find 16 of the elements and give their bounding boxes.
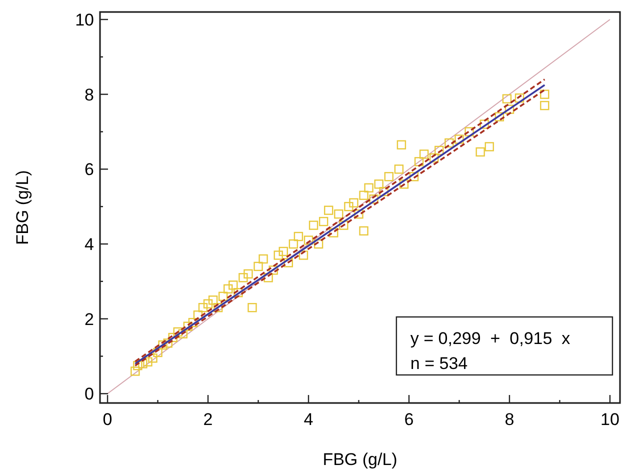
y-tick-label: 2 bbox=[84, 310, 94, 329]
y-tick-label: 0 bbox=[84, 384, 94, 404]
x-tick-label: 8 bbox=[504, 410, 514, 429]
y-tick-label: 8 bbox=[84, 85, 94, 104]
y-tick-label: 4 bbox=[84, 234, 94, 254]
y-tick-label: 10 bbox=[75, 10, 94, 30]
annotation: n = 534 bbox=[410, 354, 468, 373]
x-tick-label: 6 bbox=[404, 410, 414, 429]
x-tick-label: 10 bbox=[600, 410, 620, 429]
y-axis-title: FBG (g/L) bbox=[13, 170, 32, 245]
x-tick-label: 0 bbox=[102, 410, 112, 429]
y-tick-label: 6 bbox=[84, 160, 94, 180]
annotation: y = 0,299 + 0,915 x bbox=[410, 328, 571, 348]
x-axis-title: FBG (g/L) bbox=[322, 450, 398, 469]
x-tick-label: 4 bbox=[304, 410, 314, 429]
x-tick-label: 2 bbox=[203, 410, 213, 429]
